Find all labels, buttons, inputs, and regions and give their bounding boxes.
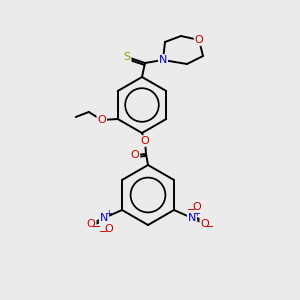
Text: S: S (123, 52, 130, 62)
Text: −: − (92, 222, 101, 232)
Text: −: − (205, 222, 214, 232)
Text: O: O (200, 219, 209, 229)
Text: −: − (187, 205, 196, 215)
Text: O: O (98, 115, 106, 125)
Text: −: − (99, 227, 109, 237)
Text: O: O (195, 35, 203, 45)
Text: O: O (104, 224, 113, 234)
Text: N: N (159, 55, 167, 65)
Text: N: N (188, 213, 196, 223)
Text: O: O (130, 150, 140, 160)
Text: O: O (87, 219, 96, 229)
Text: O: O (141, 136, 149, 146)
Text: O: O (193, 202, 201, 212)
Text: N: N (100, 213, 108, 223)
Text: +: + (194, 209, 200, 218)
Text: +: + (106, 209, 112, 218)
